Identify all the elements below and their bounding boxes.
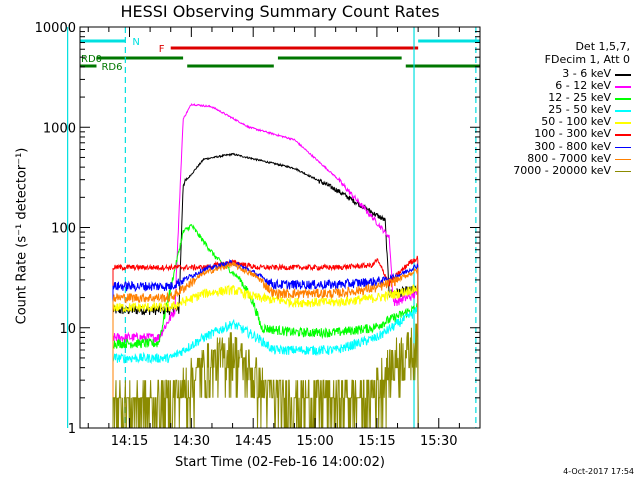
legend-label: 12 - 25 keV <box>548 91 611 105</box>
legend-header-line: Det 1,5,7, <box>575 40 630 53</box>
plot-frame <box>79 26 481 429</box>
y-tick-label: 1000 <box>43 121 76 136</box>
x-axis-label: Start Time (02-Feb-16 14:00:02) <box>175 455 385 470</box>
legend-header-line: FDecim 1, Att 0 <box>544 53 630 66</box>
legend-swatch <box>615 170 631 173</box>
legend-swatch <box>615 74 631 76</box>
legend-label: 25 - 50 keV <box>548 103 611 117</box>
legend-item: 7000 - 20000 keV <box>490 163 635 177</box>
series-line <box>112 284 419 429</box>
state-bar-label: RD6 <box>101 62 122 73</box>
legend-label: 6 - 12 keV <box>555 79 611 93</box>
series-line <box>112 223 419 429</box>
legend-item: 300 - 800 keV <box>490 139 635 153</box>
legend-item: 6 - 12 keV <box>490 80 635 92</box>
legend-item: 3 - 6 keV <box>490 68 635 80</box>
legend-swatch <box>615 110 631 112</box>
legend-swatch <box>615 134 631 136</box>
legend-swatch <box>615 122 631 124</box>
legend-swatch <box>615 146 631 149</box>
state-bar-label: N <box>132 37 139 48</box>
legend-label: 50 - 100 keV <box>541 115 611 129</box>
x-tick-label: 15:15 <box>358 434 395 449</box>
series-line <box>112 306 419 429</box>
legend-label: 100 - 300 keV <box>534 127 611 141</box>
legend-swatch <box>615 158 631 161</box>
legend-label: 800 - 7000 keV <box>527 151 611 165</box>
x-tick-label: 14:30 <box>173 434 210 449</box>
x-tick-label: 15:30 <box>420 434 457 449</box>
series-line <box>112 103 419 429</box>
y-tick-label: 100 <box>51 222 76 237</box>
legend-item: 50 - 100 keV <box>490 116 635 128</box>
legend-item: 100 - 300 keV <box>490 128 635 140</box>
legend-header: Det 1,5,7, FDecim 1, Att 0 <box>495 40 630 66</box>
legend-item: 12 - 25 keV <box>490 92 635 104</box>
state-bar-label: F <box>159 44 165 55</box>
x-tick-label: 14:15 <box>111 434 148 449</box>
legend-label: 3 - 6 keV <box>562 67 611 80</box>
state-bar-label: RD0 <box>81 54 102 65</box>
series-line <box>112 255 419 429</box>
y-tick-label: 10 <box>59 322 76 337</box>
x-tick-label: 15:00 <box>296 434 333 449</box>
x-tick-label: 14:45 <box>234 434 271 449</box>
chart-title: HESSI Observing Summary Count Rates <box>120 2 440 21</box>
timestamp: 4-Oct-2017 17:54 <box>563 467 634 476</box>
y-tick-label: 10000 <box>35 21 76 36</box>
legend-label: 300 - 800 keV <box>534 139 611 153</box>
axes: 1 10 100 1000 10000 14:15 14:30 14:45 15:00 15:15… <box>35 21 481 449</box>
series-lines <box>112 103 419 429</box>
legend-item: 800 - 7000 keV <box>490 151 635 165</box>
legend-swatch <box>615 86 631 88</box>
series-line <box>112 260 419 429</box>
legend-swatch <box>615 98 631 100</box>
y-axis-label: Count Rate (s⁻¹ detector⁻¹) <box>14 147 30 325</box>
legend: 3 - 6 keV 6 - 12 keV 12 - 25 keV 25 - 50 ke… <box>490 68 635 177</box>
series-line <box>112 258 419 429</box>
y-tick-label: 1 <box>68 422 76 437</box>
legend-item: 25 - 50 keV <box>490 104 635 116</box>
legend-label: 7000 - 20000 keV <box>513 163 611 177</box>
